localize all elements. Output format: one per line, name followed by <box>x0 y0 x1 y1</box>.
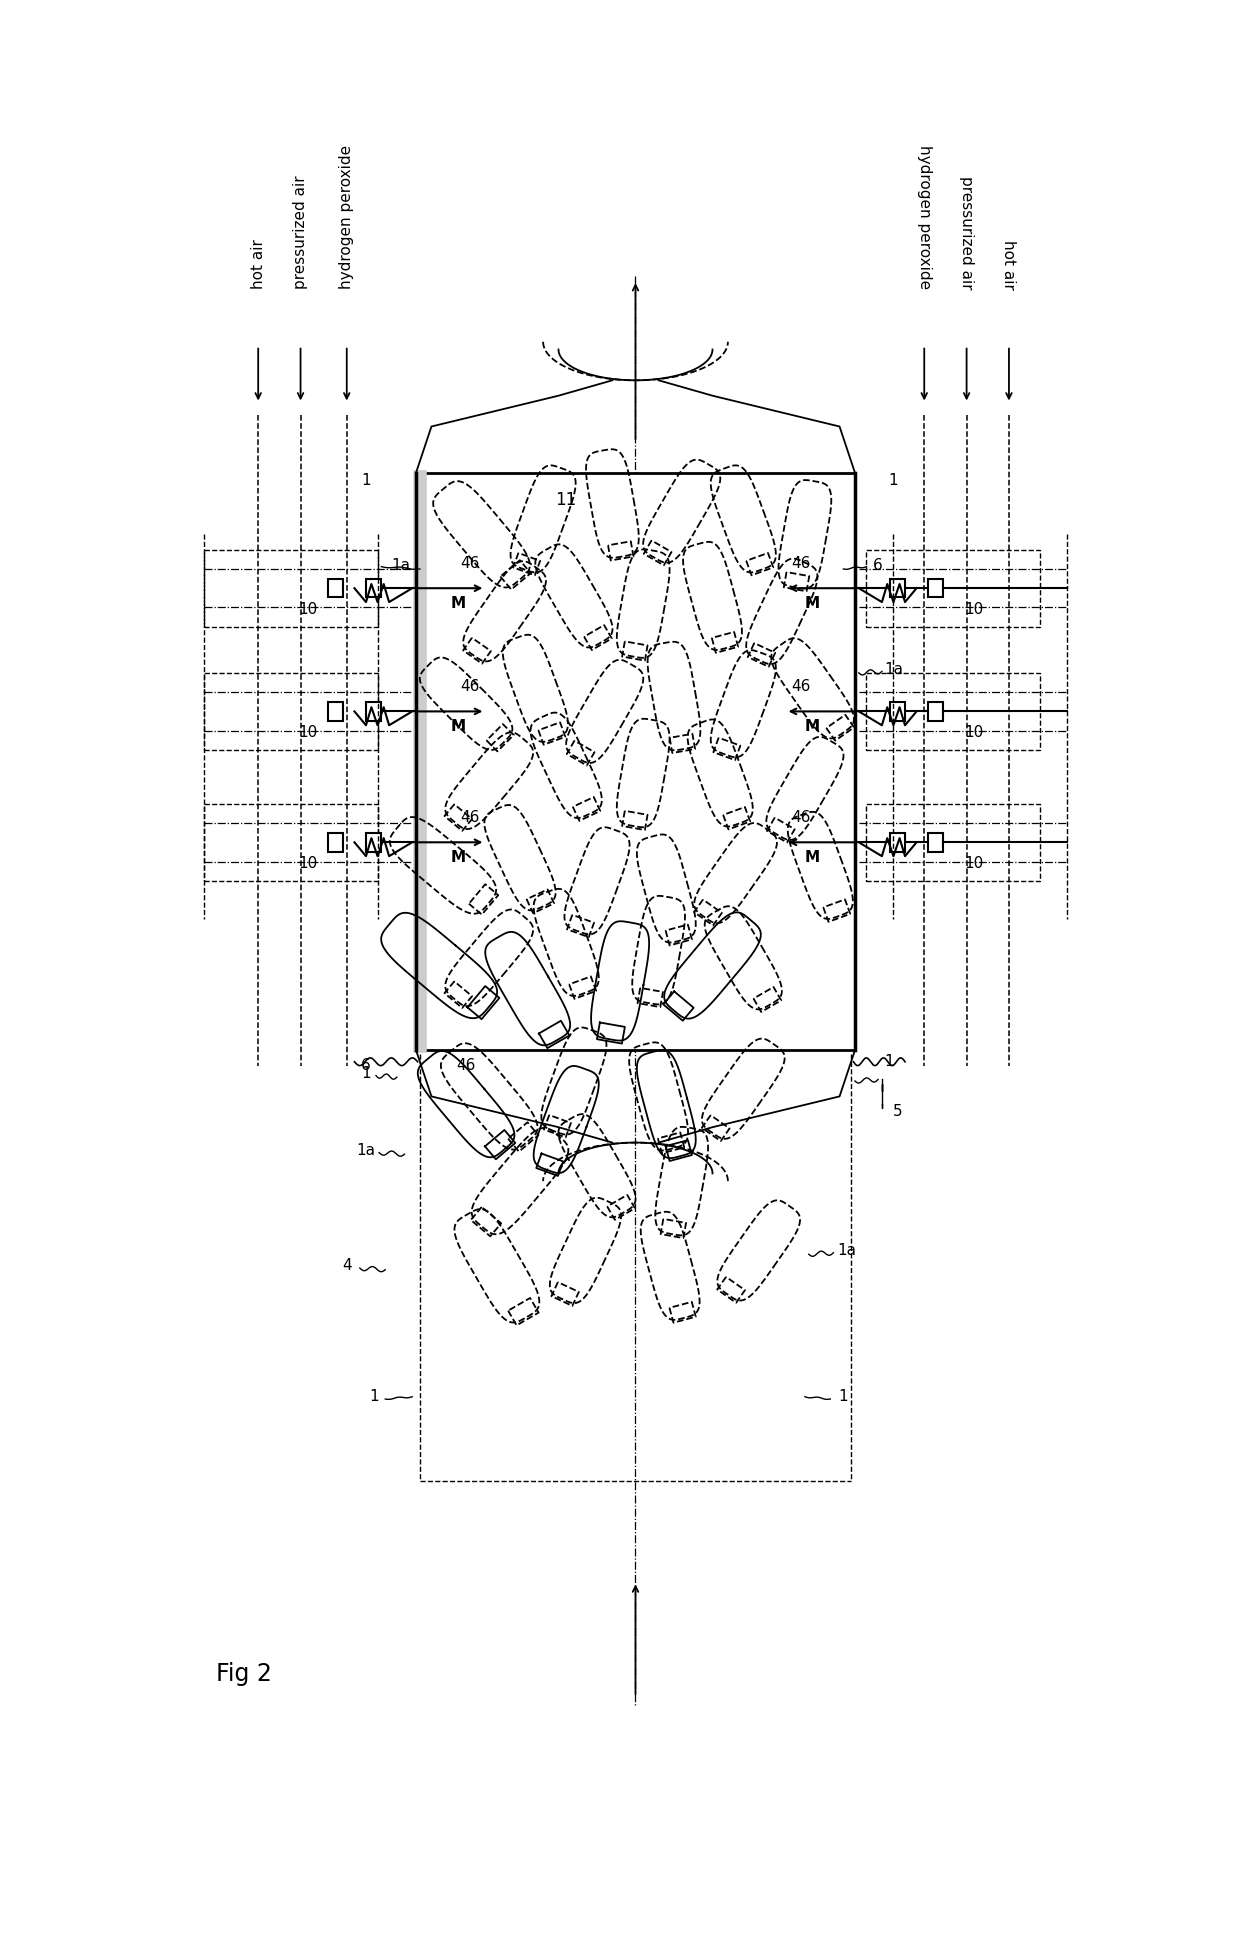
Bar <box>928 833 944 852</box>
Text: 1: 1 <box>368 1388 378 1404</box>
Text: 46: 46 <box>460 679 480 694</box>
Text: hot air: hot air <box>1002 240 1017 289</box>
Text: 10: 10 <box>299 603 317 618</box>
Text: 10: 10 <box>299 856 317 872</box>
Bar <box>928 579 944 597</box>
Text: 1: 1 <box>361 1067 371 1080</box>
Text: M: M <box>805 597 820 610</box>
Bar <box>867 673 1040 751</box>
Text: 11: 11 <box>556 491 577 509</box>
Text: 6: 6 <box>361 1059 371 1073</box>
Text: 1a: 1a <box>357 1143 376 1158</box>
Bar <box>889 833 905 852</box>
Bar <box>889 702 905 722</box>
Bar <box>327 579 343 597</box>
Text: 1a: 1a <box>884 661 903 677</box>
Text: 1: 1 <box>885 1055 894 1069</box>
Text: 46: 46 <box>791 679 811 694</box>
Text: M: M <box>451 720 466 735</box>
Text: M: M <box>805 720 820 735</box>
Text: M: M <box>805 850 820 866</box>
Text: hydrogen peroxide: hydrogen peroxide <box>340 146 355 289</box>
Bar <box>366 702 382 722</box>
Bar <box>889 579 905 597</box>
Text: 6: 6 <box>873 558 883 573</box>
Bar <box>205 550 377 626</box>
Bar <box>867 550 1040 626</box>
Text: 5: 5 <box>893 1104 903 1119</box>
Bar <box>327 833 343 852</box>
Bar <box>928 702 944 722</box>
Text: pressurized air: pressurized air <box>293 176 308 289</box>
Bar <box>205 673 377 751</box>
Bar <box>366 833 382 852</box>
Text: 46: 46 <box>791 809 811 825</box>
Bar <box>366 579 382 597</box>
Bar <box>205 803 377 881</box>
Text: M: M <box>451 850 466 866</box>
Text: 10: 10 <box>965 603 983 618</box>
Text: 46: 46 <box>791 556 811 571</box>
Text: 1: 1 <box>361 474 371 488</box>
Text: 1a: 1a <box>838 1242 857 1258</box>
Text: 46: 46 <box>460 556 480 571</box>
Text: M: M <box>451 597 466 610</box>
Text: 46: 46 <box>456 1059 476 1073</box>
Text: 1a: 1a <box>391 558 410 573</box>
Text: 1: 1 <box>838 1388 848 1404</box>
Text: 10: 10 <box>299 725 317 741</box>
Bar <box>417 472 854 1051</box>
Text: pressurized air: pressurized air <box>959 176 975 289</box>
Text: 10: 10 <box>965 856 983 872</box>
Text: 46: 46 <box>460 809 480 825</box>
Text: Fig 2: Fig 2 <box>216 1661 272 1687</box>
Text: 4: 4 <box>342 1258 352 1273</box>
Text: 1: 1 <box>889 474 898 488</box>
Text: hot air: hot air <box>250 240 265 289</box>
Bar <box>867 803 1040 881</box>
Bar <box>327 702 343 722</box>
Text: 10: 10 <box>965 725 983 741</box>
Text: hydrogen peroxide: hydrogen peroxide <box>916 146 931 289</box>
